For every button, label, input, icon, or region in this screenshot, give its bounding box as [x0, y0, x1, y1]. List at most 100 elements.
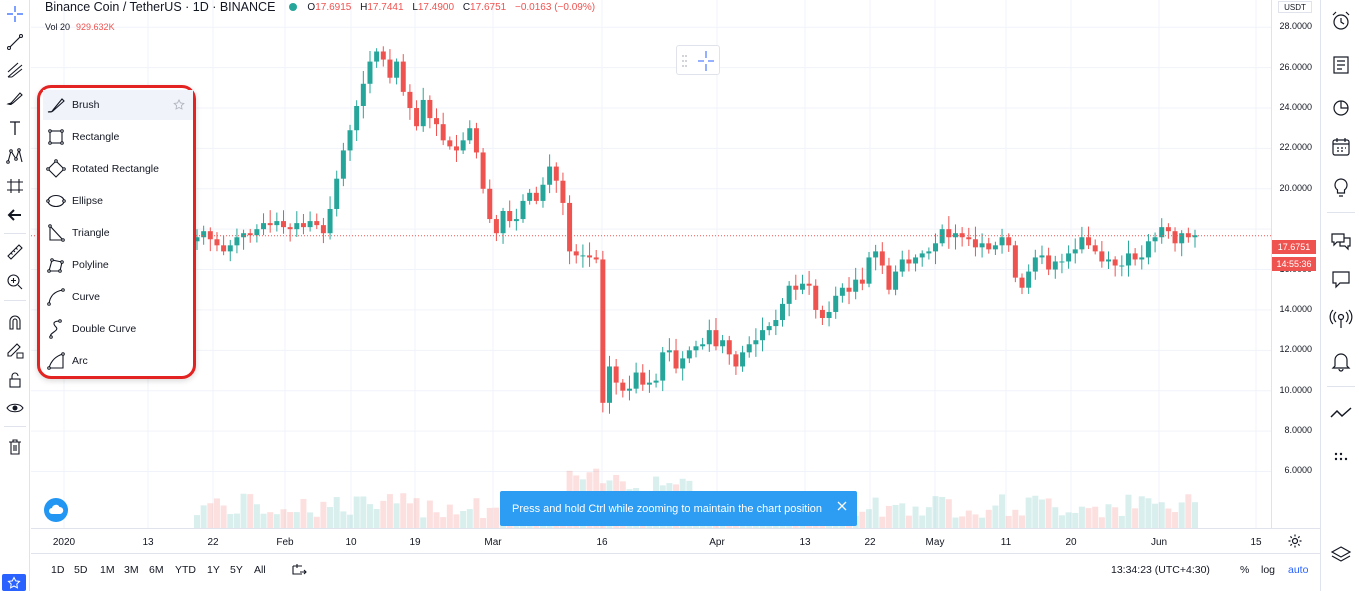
menu-item-rotated-rectangle[interactable]: Rotated Rectangle: [43, 154, 193, 184]
menu-item-rectangle[interactable]: Rectangle: [43, 122, 193, 152]
chats-button[interactable]: [1328, 228, 1354, 254]
favorite-star-icon[interactable]: [173, 98, 185, 110]
volume-bar: [207, 503, 214, 528]
volume-bar: [872, 497, 879, 528]
back-button[interactable]: [3, 203, 27, 227]
open-label: O: [307, 1, 316, 13]
high-value: 17.7441: [367, 1, 404, 13]
volume-bar: [453, 514, 460, 528]
text-tool-button[interactable]: [3, 116, 27, 140]
timeframe-all-button[interactable]: All: [254, 564, 266, 576]
calendar-button[interactable]: [1328, 134, 1354, 160]
timeframe-3m-button[interactable]: 3M: [124, 564, 139, 576]
notifications-button[interactable]: [1328, 348, 1354, 374]
volume-bar: [1025, 497, 1032, 528]
auto-scale-toggle[interactable]: auto: [1288, 564, 1309, 576]
candle-body: [933, 243, 939, 252]
volume-bar: [879, 516, 886, 528]
menu-item-double-curve[interactable]: Double Curve: [43, 314, 193, 344]
candle-body: [1119, 265, 1125, 267]
more-widgets-button[interactable]: [1328, 444, 1354, 470]
timeframe-6m-button[interactable]: 6M: [149, 564, 164, 576]
alerts-clock-button[interactable]: [1328, 8, 1354, 34]
menu-item-label: Double Curve: [72, 323, 137, 335]
volume-bar: [426, 500, 433, 528]
volume-bar: [400, 493, 407, 528]
currency-button[interactable]: USDT: [1278, 1, 1312, 13]
hotlist-button[interactable]: [1328, 400, 1354, 426]
patterns-tool-button[interactable]: [3, 144, 27, 168]
remove-drawings-button[interactable]: [3, 435, 27, 459]
volume-bar: [1005, 515, 1012, 528]
volume-legend[interactable]: Vol 20 929.632K: [45, 22, 115, 32]
arrow-left-icon: [7, 209, 21, 221]
measure-tool-button[interactable]: [3, 240, 27, 264]
candle-body: [633, 372, 639, 389]
candle-body: [227, 245, 233, 252]
candle-body: [1139, 257, 1145, 260]
toolbar-divider: [1327, 386, 1355, 387]
chart-settings-button[interactable]: [1287, 533, 1303, 549]
price-tick-label: 12.0000: [1279, 344, 1312, 355]
chart-pane[interactable]: [31, 0, 1271, 528]
eye-icon: [6, 403, 24, 413]
timeframe-1m-button[interactable]: 1M: [100, 564, 115, 576]
crosshair-tool-button[interactable]: [3, 2, 27, 26]
volume-bar: [1105, 504, 1112, 528]
candle-body: [833, 295, 839, 312]
candle-body: [320, 225, 326, 234]
menu-item-arc[interactable]: Arc: [43, 346, 193, 376]
object-tree-button[interactable]: [1328, 542, 1354, 568]
ideas-button[interactable]: [1328, 175, 1354, 201]
menu-item-brush[interactable]: Brush: [43, 90, 193, 120]
menu-item-ellipse[interactable]: Ellipse: [43, 186, 193, 216]
timeframe-ytd-button[interactable]: YTD: [175, 564, 196, 576]
private-chats-button[interactable]: [1328, 266, 1354, 292]
candle-body: [613, 366, 619, 383]
toast-close-button[interactable]: [835, 499, 849, 513]
timeframe-1d-button[interactable]: 1D: [51, 564, 65, 576]
time-axis[interactable]: 2020 13 22 Feb 10 19 Mar 16 Apr 13 22 May 11 20 Jun 15: [31, 528, 1320, 553]
timeframe-1y-button[interactable]: 1Y: [207, 564, 220, 576]
goto-date-button[interactable]: [291, 562, 307, 578]
fib-tool-button[interactable]: [3, 58, 27, 82]
volume-bar: [253, 504, 260, 528]
data-window-button[interactable]: [1328, 94, 1354, 120]
volume-bar: [892, 504, 899, 528]
hide-drawings-button[interactable]: [3, 396, 27, 420]
volume-bar: [220, 505, 227, 528]
lock-drawings-button[interactable]: [3, 368, 27, 392]
candle-body: [753, 340, 759, 345]
magnet-button[interactable]: [3, 310, 27, 334]
timezone-clock[interactable]: 13:34:23 (UTC+4:30): [1111, 564, 1210, 576]
watchlist-button[interactable]: [1328, 52, 1354, 78]
trend-line-tool-button[interactable]: [3, 30, 27, 54]
candle-body: [1079, 237, 1085, 250]
stay-in-drawing-mode-button[interactable]: [3, 338, 27, 362]
volume-bar: [999, 494, 1006, 528]
chat-bubbles-icon: [1331, 233, 1351, 251]
percent-scale-toggle[interactable]: %: [1240, 564, 1250, 576]
zoom-tool-button[interactable]: [3, 270, 27, 294]
symbol-title[interactable]: Binance Coin / TetherUS · 1D · BINANCE: [45, 0, 276, 14]
timeframe-5y-button[interactable]: 5Y: [230, 564, 243, 576]
log-scale-toggle[interactable]: log: [1261, 564, 1276, 576]
streams-button[interactable]: [1328, 306, 1354, 332]
candle-body: [547, 166, 553, 185]
candle-body: [740, 352, 746, 367]
bottom-toolbar: 1D 5D 1M 3M 6M YTD 1Y 5Y All 13:34:23 (UTC+4:30)…: [31, 553, 1320, 585]
crosshair-widget[interactable]: [676, 45, 720, 75]
menu-item-polyline[interactable]: Polyline: [43, 250, 193, 280]
favorites-toolbar-button[interactable]: [2, 574, 26, 591]
menu-item-triangle[interactable]: Triangle: [43, 218, 193, 248]
menu-item-curve[interactable]: Curve: [43, 282, 193, 312]
brush-tool-button[interactable]: [3, 87, 27, 111]
prediction-tool-button[interactable]: [3, 174, 27, 198]
candle-body: [893, 271, 899, 290]
timeframe-5d-button[interactable]: 5D: [74, 564, 88, 576]
menu-item-label: Polyline: [72, 259, 109, 271]
cloud-sync-button[interactable]: [44, 498, 68, 522]
candlestick-chart[interactable]: [31, 0, 1271, 528]
candle-body: [234, 237, 240, 246]
candle-body: [680, 358, 686, 369]
